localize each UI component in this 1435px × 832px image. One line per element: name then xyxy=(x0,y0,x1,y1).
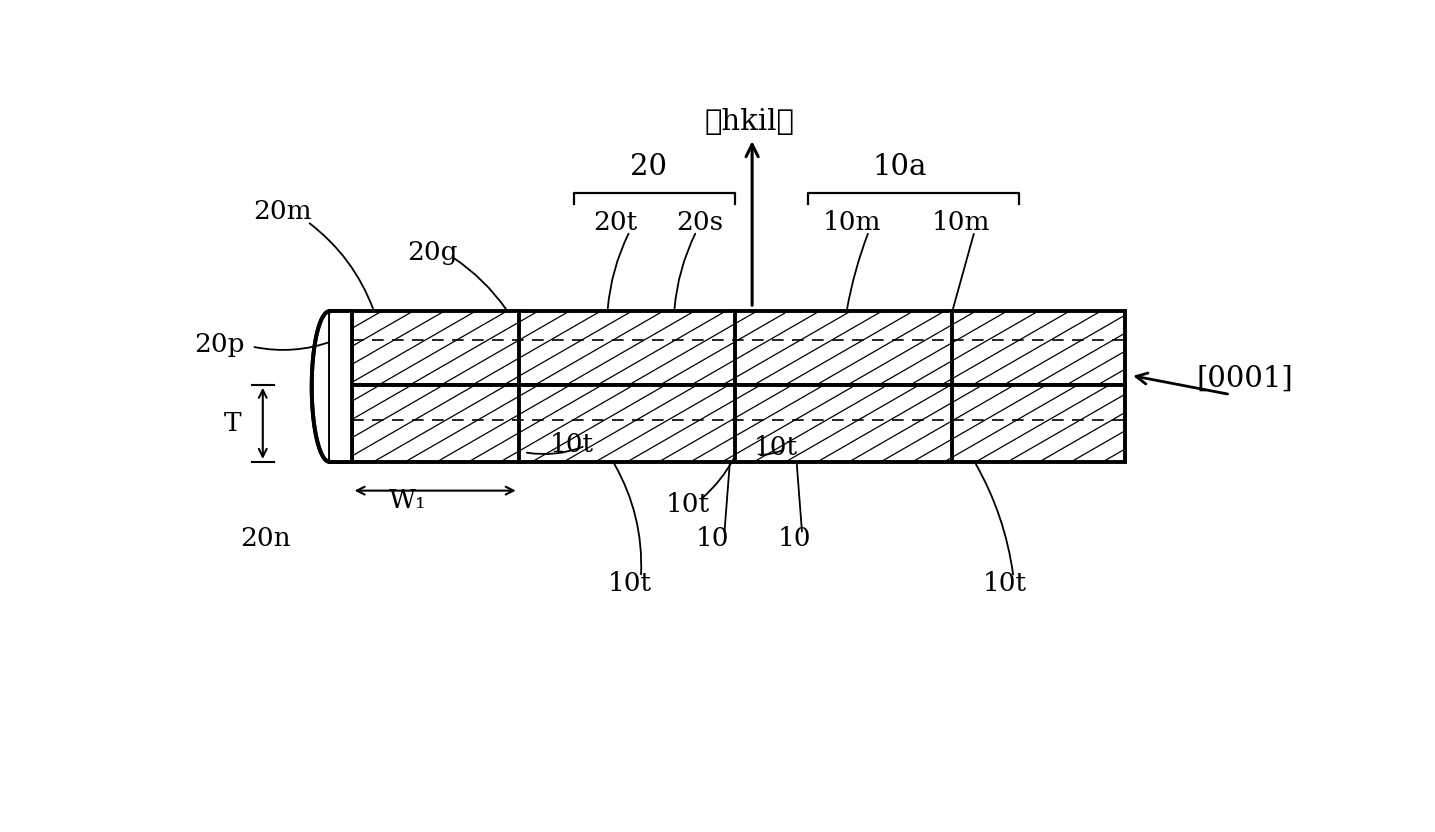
Text: 10t: 10t xyxy=(983,571,1026,596)
Text: 〈hkil〉: 〈hkil〉 xyxy=(705,108,795,136)
Text: W₁: W₁ xyxy=(389,488,426,513)
Bar xyxy=(330,311,352,462)
Text: 10t: 10t xyxy=(550,432,594,457)
Text: 10t: 10t xyxy=(753,434,798,459)
Text: 20n: 20n xyxy=(240,526,290,551)
Text: 20s: 20s xyxy=(676,210,723,235)
Text: 10m: 10m xyxy=(931,210,990,235)
Bar xyxy=(352,385,1125,462)
Bar xyxy=(330,311,352,462)
Text: 10t: 10t xyxy=(608,571,651,596)
Text: 10t: 10t xyxy=(666,493,710,518)
Text: 10: 10 xyxy=(696,526,729,551)
Bar xyxy=(352,311,1125,385)
Text: T: T xyxy=(224,411,241,436)
Text: 10m: 10m xyxy=(822,210,881,235)
Text: 10a: 10a xyxy=(872,153,927,181)
Text: 20m: 20m xyxy=(254,200,313,225)
Text: 20t: 20t xyxy=(593,210,637,235)
Text: 20g: 20g xyxy=(408,240,458,265)
Text: 20: 20 xyxy=(630,153,667,181)
Text: 20p: 20p xyxy=(194,332,244,357)
Text: 10: 10 xyxy=(778,526,811,551)
Text: [0001]: [0001] xyxy=(1197,364,1293,393)
